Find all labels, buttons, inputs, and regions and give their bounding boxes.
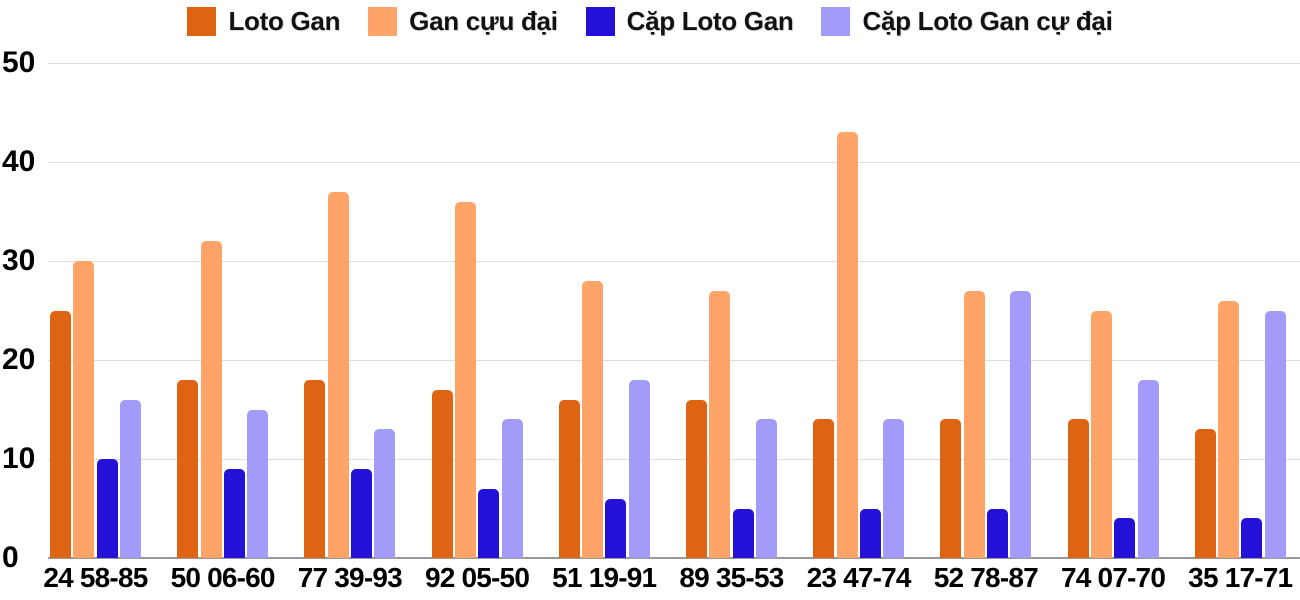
x-tick-label: 24 58-85: [43, 562, 148, 593]
bar-loto-gan-8: [940, 419, 962, 558]
y-tick-label: 40: [2, 145, 36, 178]
bar-gan-cựu-đại-3: [327, 191, 349, 558]
bar-cặp-loto-gan-10: [1241, 518, 1263, 558]
bar-cặp-loto-gan-cự-đại-2: [247, 409, 269, 558]
bar-gan-cựu-đại-1: [73, 261, 95, 558]
y-tick-label: 30: [2, 244, 36, 277]
bar-gan-cựu-đại-7: [836, 132, 858, 558]
bar-loto-gan-9: [1067, 419, 1089, 558]
gridline-40: [48, 162, 1300, 163]
bar-loto-gan-7: [813, 419, 835, 558]
x-tick-label: 50 06-60: [170, 562, 276, 593]
gridline-20: [48, 360, 1300, 361]
bar-cặp-loto-gan-3: [351, 468, 372, 558]
legend: Loto Gan Gan cựu đại Cặp Loto Gan Cặp Loto …: [0, 6, 1300, 37]
legend-label: Gan cựu đại: [409, 6, 558, 36]
bar-loto-gan-3: [304, 379, 326, 558]
bar-cặp-loto-gan-2: [223, 468, 245, 558]
bar-cặp-loto-gan-1: [96, 459, 118, 558]
gridline-30: [48, 261, 1300, 262]
bar-gan-cựu-đại-2: [200, 241, 222, 558]
legend-swatch-icon: [821, 7, 851, 36]
bar-cặp-loto-gan-cự-đại-6: [755, 419, 777, 558]
x-axis-line: [48, 557, 1300, 559]
bar-cặp-loto-gan-8: [987, 508, 1008, 558]
bar-cặp-loto-gan-cự-đại-1: [119, 399, 141, 558]
legend-item-3: Cặp Loto Gan: [585, 6, 794, 37]
bar-cặp-loto-gan-9: [1114, 518, 1136, 558]
x-tick-label: 92 05-50: [424, 562, 530, 593]
y-tick-label: 50: [2, 46, 36, 79]
y-tick-label: 10: [2, 442, 36, 475]
bar-loto-gan-4: [431, 389, 453, 558]
bar-cặp-loto-gan-cự-đại-3: [374, 429, 396, 558]
bar-gan-cựu-đại-5: [582, 280, 604, 558]
gridline-50: [48, 63, 1300, 64]
legend-swatch-icon: [368, 7, 398, 36]
bar-loto-gan-10: [1194, 429, 1216, 558]
bar-cặp-loto-gan-7: [859, 508, 881, 558]
legend-swatch-icon: [585, 7, 615, 36]
bar-cặp-loto-gan-cự-đại-5: [628, 379, 650, 558]
bar-cặp-loto-gan-cự-đại-10: [1264, 310, 1286, 558]
x-tick-label: 23 47-74: [806, 562, 912, 593]
gridline-10: [48, 459, 1300, 460]
bar-cặp-loto-gan-6: [732, 508, 754, 558]
bar-cặp-loto-gan-cự-đại-8: [1010, 290, 1032, 558]
bar-gan-cựu-đại-10: [1218, 300, 1240, 558]
bar-gan-cựu-đại-6: [709, 290, 731, 558]
x-tick-label: 35 17-71: [1188, 562, 1293, 593]
bar-cặp-loto-gan-4: [478, 488, 500, 558]
bar-gan-cựu-đại-4: [454, 201, 476, 558]
bar-cặp-loto-gan-cự-đại-4: [501, 419, 523, 558]
bar-gan-cựu-đại-8: [963, 290, 985, 558]
bar-loto-gan-2: [177, 379, 199, 558]
bar-loto-gan-5: [558, 399, 580, 558]
x-tick-label: 51 19-91: [552, 562, 657, 593]
x-tick-label: 52 78-87: [933, 562, 1039, 593]
legend-label: Loto Gan: [228, 6, 341, 36]
bar-loto-gan-1: [50, 310, 71, 558]
y-tick-label: 20: [2, 343, 36, 376]
legend-item-1: Loto Gan: [187, 6, 340, 37]
y-tick-label: 0: [2, 541, 19, 574]
legend-swatch-icon: [187, 7, 217, 36]
bar-cặp-loto-gan-cự-đại-7: [883, 419, 905, 558]
legend-label: Cặp Loto Gan: [626, 6, 794, 36]
x-tick-label: 74 07-70: [1060, 562, 1166, 593]
legend-item-4: Cặp Loto Gan cự đại: [821, 6, 1113, 37]
bar-gan-cựu-đại-9: [1090, 310, 1112, 558]
bar-loto-gan-6: [686, 399, 707, 558]
legend-label: Cặp Loto Gan cự đại: [862, 6, 1113, 36]
bar-cặp-loto-gan-5: [605, 498, 627, 558]
legend-item-2: Gan cựu đại: [368, 6, 558, 37]
x-tick-label: 89 35-53: [679, 562, 784, 593]
bar-cặp-loto-gan-cự-đại-9: [1137, 379, 1159, 558]
x-tick-label: 77 39-93: [297, 562, 403, 593]
